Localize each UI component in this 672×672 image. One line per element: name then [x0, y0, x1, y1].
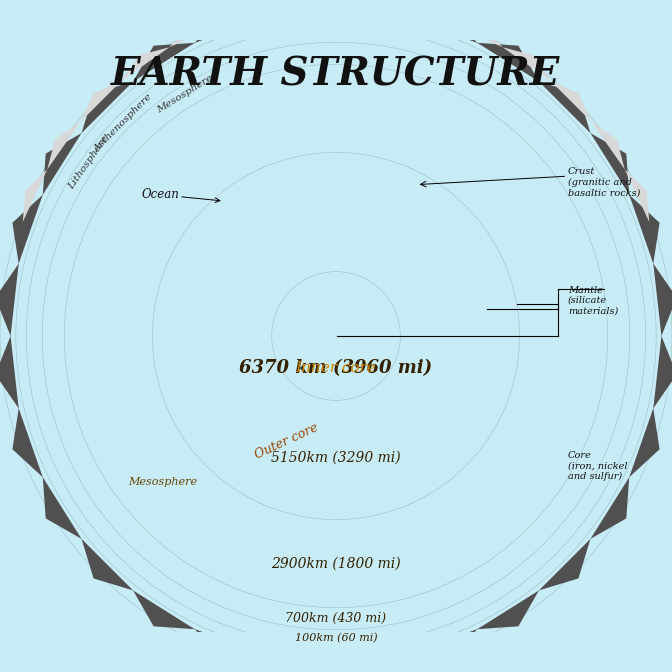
Polygon shape — [222, 5, 278, 23]
Text: Mantle
(silicate
materials): Mantle (silicate materials) — [568, 286, 618, 315]
Polygon shape — [169, 23, 222, 47]
Text: Mesosphere: Mesosphere — [155, 74, 214, 116]
Polygon shape — [591, 122, 625, 169]
Polygon shape — [477, 43, 539, 81]
Polygon shape — [23, 169, 47, 222]
Polygon shape — [81, 81, 133, 133]
Text: Mesosphere: Mesosphere — [128, 477, 197, 487]
Polygon shape — [47, 122, 81, 169]
Text: Inner core: Inner core — [296, 361, 376, 375]
Polygon shape — [336, 0, 394, 7]
Text: Ocean: Ocean — [141, 188, 220, 202]
Polygon shape — [42, 42, 630, 630]
Polygon shape — [629, 195, 660, 263]
Polygon shape — [394, 5, 450, 23]
Text: 6370 km (3960 mi): 6370 km (3960 mi) — [239, 359, 433, 377]
Polygon shape — [43, 477, 81, 539]
Polygon shape — [65, 65, 607, 607]
Polygon shape — [653, 263, 672, 336]
Text: EARTH STRUCTURE: EARTH STRUCTURE — [112, 55, 560, 93]
Text: Lithosphere: Lithosphere — [67, 134, 111, 192]
Polygon shape — [133, 591, 195, 629]
Polygon shape — [591, 477, 629, 539]
Polygon shape — [503, 47, 550, 81]
Polygon shape — [550, 81, 591, 122]
Polygon shape — [26, 26, 646, 646]
Polygon shape — [653, 336, 672, 409]
Polygon shape — [133, 43, 195, 81]
Polygon shape — [278, 0, 336, 7]
Polygon shape — [539, 539, 591, 591]
Text: 5150km (3290 mi): 5150km (3290 mi) — [271, 451, 401, 465]
Text: Core
(iron, nickel
and sulfur): Core (iron, nickel and sulfur) — [568, 451, 628, 481]
Polygon shape — [12, 409, 43, 477]
Polygon shape — [263, 0, 336, 19]
Polygon shape — [450, 23, 503, 47]
Text: Outer core: Outer core — [253, 421, 321, 462]
Text: 700km (430 mi): 700km (430 mi) — [286, 612, 386, 625]
Text: 100km (60 mi): 100km (60 mi) — [295, 632, 377, 643]
Polygon shape — [195, 12, 263, 43]
Polygon shape — [0, 336, 19, 409]
Text: Asthenosphere: Asthenosphere — [92, 92, 154, 154]
Polygon shape — [122, 47, 169, 81]
Polygon shape — [625, 169, 649, 222]
Polygon shape — [271, 271, 401, 401]
Polygon shape — [263, 653, 336, 672]
Polygon shape — [409, 12, 477, 43]
Polygon shape — [81, 81, 122, 122]
Polygon shape — [591, 133, 629, 195]
Polygon shape — [0, 263, 19, 336]
Polygon shape — [629, 409, 660, 477]
Polygon shape — [16, 16, 656, 656]
Polygon shape — [336, 653, 409, 672]
Text: 2900km (1800 mi): 2900km (1800 mi) — [271, 556, 401, 571]
Polygon shape — [336, 0, 409, 19]
Polygon shape — [81, 539, 133, 591]
Polygon shape — [153, 153, 519, 519]
Polygon shape — [195, 629, 263, 660]
Polygon shape — [12, 195, 43, 263]
Polygon shape — [409, 629, 477, 660]
Polygon shape — [11, 11, 661, 661]
Polygon shape — [43, 133, 81, 195]
Polygon shape — [539, 81, 591, 133]
Text: Crust
(granitic and
basaltic rocks): Crust (granitic and basaltic rocks) — [568, 167, 640, 197]
Polygon shape — [477, 591, 539, 629]
